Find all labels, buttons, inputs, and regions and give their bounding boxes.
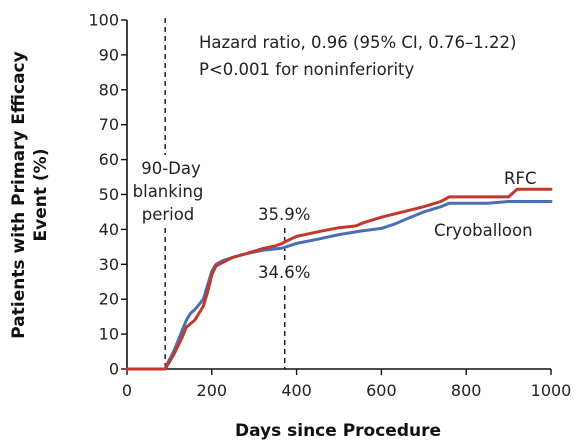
x-tick-label-0: 0 [122, 381, 132, 400]
x-tick-label-400: 400 [281, 381, 312, 400]
noninferiority-text: P<0.001 for noninferiority [199, 60, 415, 79]
y-tick-label-10: 10 [99, 325, 119, 344]
x-tick-label-800: 800 [451, 381, 482, 400]
rfc-series-label: RFC [504, 169, 536, 188]
y-tick-label-40: 40 [99, 220, 119, 239]
y-axis-title-line1: Patients with Primary Efficacy [9, 51, 29, 338]
y-tick-label-20: 20 [99, 290, 119, 309]
series-line-rfc [125, 187, 553, 371]
y-tick-label-70: 70 [99, 115, 119, 134]
y-tick-label-100: 100 [88, 11, 119, 30]
y-tick-label-0: 0 [109, 360, 119, 379]
x-tick-label-1000: 1000 [531, 381, 572, 400]
blanking-label-line2: blanking [133, 182, 204, 201]
y-tick-label-30: 30 [99, 255, 119, 274]
y-tick-label-80: 80 [99, 80, 119, 99]
cryo-series-label: Cryoballoon [434, 221, 533, 240]
x-tick-label-200: 200 [197, 381, 228, 400]
y-tick-label-90: 90 [99, 45, 119, 64]
x-tick-label-600: 600 [366, 381, 397, 400]
y-axis-title: Patients with Primary Efficacy Event (%) [9, 51, 51, 338]
y-tick-label-60: 60 [99, 150, 119, 169]
x-axis-title: Days since Procedure [235, 421, 441, 441]
hazard-ratio-text: Hazard ratio, 0.96 (95% CI, 0.76–1.22) [199, 33, 516, 52]
y-axis-title-line2: Event (%) [31, 149, 51, 242]
blanking-label-line1: 90-Day [141, 159, 201, 178]
rfc-value-label: 35.9% [258, 205, 310, 224]
blanking-label-line3: period [142, 205, 195, 224]
y-tick-label-50: 50 [99, 185, 119, 204]
cryo-value-label: 34.6% [258, 263, 310, 282]
